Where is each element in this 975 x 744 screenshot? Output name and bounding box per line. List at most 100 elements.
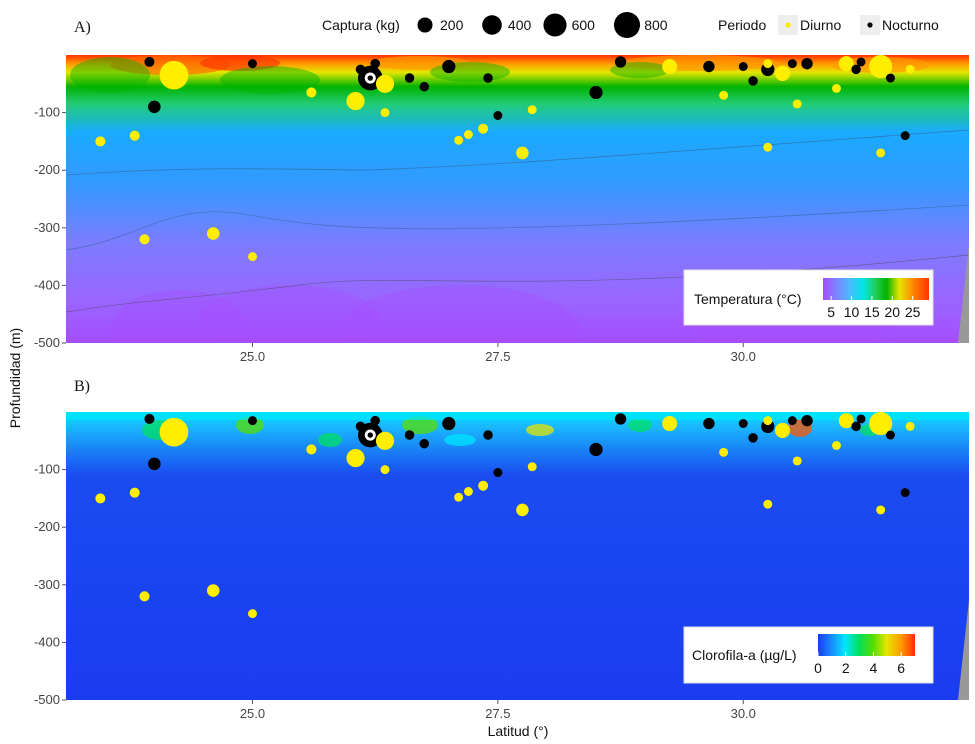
- colorbar-tick-label: 6: [897, 660, 905, 676]
- catch-point: [206, 584, 220, 597]
- catch-point: [774, 65, 791, 81]
- catch-point: [419, 81, 430, 92]
- x-tick-label: 27.5: [485, 349, 510, 364]
- legend-size-title: Captura (kg): [322, 17, 400, 33]
- catch-point: [95, 136, 106, 147]
- y-tick-label: -400: [34, 277, 60, 292]
- catch-point: [380, 108, 390, 118]
- catch-point: [838, 56, 854, 72]
- legend: Captura (kg) 200 400 600 800 Periodo Diurno…: [322, 11, 939, 39]
- panel-a: -100 -200 -300 -400 -500 25.0 27.5 30.0 Tempera…: [34, 55, 969, 364]
- x-tick-label: 30.0: [731, 706, 756, 721]
- color-legend-label: Nocturno: [882, 17, 939, 33]
- y-tick-label: -200: [34, 162, 60, 177]
- colorbar-tick-label: 10: [844, 304, 860, 320]
- panel-b: -100 -200 -300 -400 -500 25.0 27.5 30.0 Clorofi…: [34, 412, 969, 721]
- catch-point: [738, 419, 748, 428]
- catch-point: [738, 62, 748, 71]
- catch-point: [483, 430, 493, 440]
- colorbar-tick-label: 15: [864, 304, 880, 320]
- catch-point: [614, 56, 627, 68]
- panel-a-field: [66, 55, 969, 343]
- catch-point: [375, 431, 395, 450]
- catch-point: [703, 417, 715, 430]
- size-legend-label: 400: [508, 17, 532, 33]
- catch-point: [346, 91, 365, 111]
- size-legend: 200 400 600 800: [417, 11, 668, 39]
- catch-point: [129, 487, 140, 498]
- catch-point: [900, 131, 910, 141]
- catch-point: [404, 430, 415, 440]
- color-legend: Diurno Nocturno: [778, 15, 939, 35]
- catch-point: [662, 59, 678, 75]
- catch-point: [454, 135, 464, 145]
- catch-point: [516, 503, 529, 517]
- catch-point-core: [367, 75, 373, 81]
- legend-color-title: Periodo: [718, 17, 766, 33]
- catch-point: [463, 130, 473, 139]
- catch-point: [851, 421, 861, 432]
- catch-point: [148, 100, 161, 114]
- color-legend-label: Diurno: [800, 17, 841, 33]
- catch-point: [442, 416, 456, 431]
- catch-point: [763, 416, 773, 426]
- catch-point: [801, 414, 813, 427]
- catch-point: [493, 111, 503, 120]
- catch-point: [703, 60, 715, 73]
- catch-point: [139, 591, 150, 602]
- catch-point: [442, 59, 456, 74]
- catch-point: [493, 468, 503, 477]
- colorbar-tick-label: 2: [842, 660, 850, 676]
- catch-point: [856, 57, 866, 67]
- colorbar-temperature-bar: [823, 278, 929, 300]
- colorbar-tick-label: 0: [814, 660, 822, 676]
- colorbar-temperature-title: Temperatura (°C): [694, 291, 802, 307]
- size-legend-label: 800: [644, 17, 668, 33]
- catch-point: [206, 227, 220, 240]
- catch-point: [876, 505, 886, 515]
- x-tick-label: 30.0: [731, 349, 756, 364]
- catch-point: [483, 73, 493, 83]
- catch-point: [129, 130, 140, 141]
- catch-point: [95, 493, 106, 504]
- catch-point: [346, 448, 365, 468]
- catch-point: [876, 148, 886, 158]
- catch-point: [516, 146, 529, 160]
- colorbar-chlorophyll-title: Clorofila-a (µg/L): [692, 647, 797, 663]
- catch-point: [248, 59, 257, 69]
- catch-point: [838, 413, 854, 429]
- catch-point: [886, 73, 895, 83]
- catch-point: [905, 421, 915, 431]
- catch-point: [589, 442, 603, 457]
- y-tick-label: -300: [34, 577, 60, 592]
- size-legend-label: 200: [440, 17, 464, 33]
- catch-point: [905, 64, 915, 74]
- color-legend-key: [785, 22, 791, 28]
- catch-point: [774, 422, 791, 438]
- x-tick-label: 25.0: [240, 706, 265, 721]
- catch-point: [139, 234, 150, 245]
- y-axis-title: Profundidad (m): [7, 328, 23, 428]
- catch-point: [380, 465, 390, 475]
- catch-point: [375, 74, 395, 93]
- catch-point: [589, 85, 603, 100]
- size-legend-key: [417, 17, 433, 33]
- catch-point: [404, 73, 415, 83]
- catch-point: [144, 56, 155, 67]
- catch-point: [370, 415, 380, 426]
- x-tick-label: 25.0: [240, 349, 265, 364]
- catch-point: [792, 99, 802, 109]
- catch-point: [614, 413, 627, 425]
- catch-point: [144, 413, 155, 424]
- y-tick-label: -200: [34, 519, 60, 534]
- catch-point-core: [367, 432, 373, 438]
- catch-point: [787, 416, 797, 426]
- catch-point: [851, 64, 861, 75]
- y-tick-label: -500: [34, 335, 60, 350]
- y-tick-label: -100: [34, 462, 60, 477]
- y-tick-label: -300: [34, 220, 60, 235]
- catch-point: [419, 438, 430, 449]
- catch-point: [763, 499, 773, 509]
- panel-b-letter: B): [74, 378, 90, 395]
- y-tick-label: -100: [34, 105, 60, 120]
